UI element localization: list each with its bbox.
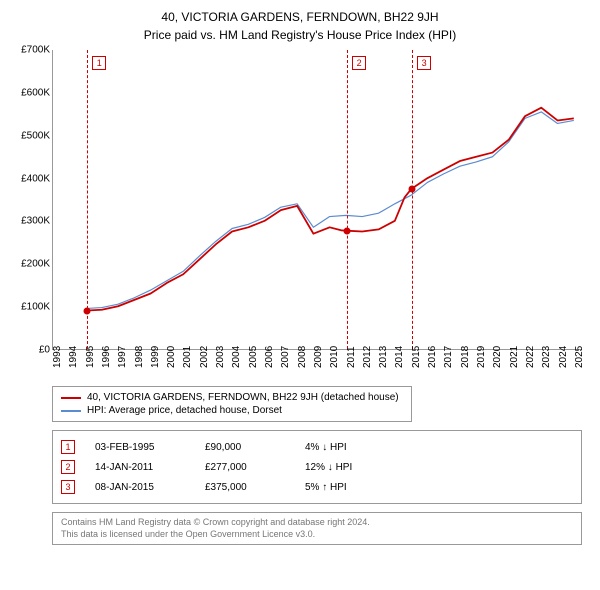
y-tick-label: £0	[10, 345, 50, 356]
chart-area: 123 £0£100K£200K£300K£400K£500K£600K£700…	[10, 50, 590, 380]
chart-subtitle: Price paid vs. HM Land Registry's House …	[10, 26, 590, 50]
event-marker-label: 2	[352, 56, 366, 70]
sale-date: 03-FEB-1995	[95, 442, 185, 453]
sale-price: £90,000	[205, 442, 285, 453]
y-tick-label: £400K	[10, 173, 50, 184]
sale-hpi-delta: 5% ↑ HPI	[305, 482, 385, 493]
legend-label: 40, VICTORIA GARDENS, FERNDOWN, BH22 9JH…	[87, 392, 399, 403]
sale-row: 1 03-FEB-1995 £90,000 4% ↓ HPI	[61, 437, 573, 457]
y-tick-label: £100K	[10, 302, 50, 313]
sale-number-badge: 1	[61, 440, 75, 454]
y-tick-label: £300K	[10, 216, 50, 227]
sale-price: £375,000	[205, 482, 285, 493]
sale-date: 14-JAN-2011	[95, 462, 185, 473]
event-dot	[409, 186, 416, 193]
event-vline	[347, 50, 348, 349]
y-tick-label: £200K	[10, 259, 50, 270]
plot-region: 1 2 3	[52, 50, 582, 350]
y-tick-label: £700K	[10, 45, 50, 56]
x-tick-label: 2025	[574, 346, 600, 368]
sales-box: 1 03-FEB-1995 £90,000 4% ↓ HPI 2 14-JAN-2011 £…	[52, 430, 582, 504]
event-vline	[87, 50, 88, 349]
legend-label: HPI: Average price, detached house, Dors…	[87, 405, 282, 416]
footer-box: Contains HM Land Registry data © Crown c…	[52, 512, 582, 545]
hpi-line	[87, 112, 574, 309]
event-marker-label: 3	[417, 56, 431, 70]
y-tick-label: £600K	[10, 87, 50, 98]
sale-number-badge: 3	[61, 480, 75, 494]
property-line	[87, 108, 574, 311]
sale-date: 08-JAN-2015	[95, 482, 185, 493]
event-marker-label: 1	[92, 56, 106, 70]
y-tick-label: £500K	[10, 130, 50, 141]
chart-svg	[53, 50, 582, 349]
footer-line1: Contains HM Land Registry data © Crown c…	[61, 517, 573, 529]
legend-swatch	[61, 410, 81, 412]
legend-swatch	[61, 397, 81, 399]
event-dot	[344, 228, 351, 235]
sale-row: 2 14-JAN-2011 £277,000 12% ↓ HPI	[61, 457, 573, 477]
footer-line2: This data is licensed under the Open Gov…	[61, 529, 573, 541]
event-vline	[412, 50, 413, 349]
sale-number-badge: 2	[61, 460, 75, 474]
legend-row: 40, VICTORIA GARDENS, FERNDOWN, BH22 9JH…	[61, 391, 403, 404]
chart-title: 40, VICTORIA GARDENS, FERNDOWN, BH22 9JH	[10, 8, 590, 26]
sale-hpi-delta: 4% ↓ HPI	[305, 442, 385, 453]
sale-hpi-delta: 12% ↓ HPI	[305, 462, 385, 473]
chart-container: 40, VICTORIA GARDENS, FERNDOWN, BH22 9JH…	[0, 0, 600, 555]
event-dot	[84, 308, 91, 315]
sale-price: £277,000	[205, 462, 285, 473]
legend-row: HPI: Average price, detached house, Dors…	[61, 404, 403, 417]
sale-row: 3 08-JAN-2015 £375,000 5% ↑ HPI	[61, 477, 573, 497]
legend-box: 40, VICTORIA GARDENS, FERNDOWN, BH22 9JH…	[52, 386, 412, 422]
